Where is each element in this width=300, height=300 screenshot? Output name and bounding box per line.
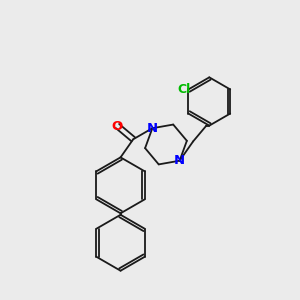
Text: Cl: Cl (177, 83, 190, 96)
Text: N: N (174, 154, 185, 167)
Text: N: N (147, 122, 158, 135)
Text: O: O (112, 119, 123, 133)
